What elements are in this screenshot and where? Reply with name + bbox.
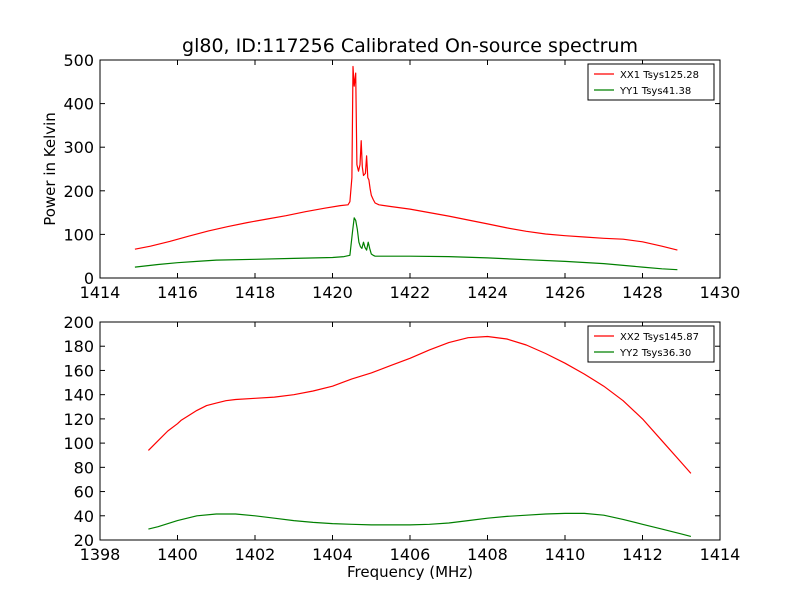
legend: XX1 Tsys125.28 YY1 Tsys41.38 (587, 63, 715, 101)
y-tick-label: 200 (63, 313, 94, 332)
x-tick-label: 1414 (700, 545, 741, 564)
bottom-chart: Frequency (MHz) 1398 1400 1402 1404 1406 1408… (63, 313, 740, 581)
x-tick-label: 1430 (700, 283, 741, 302)
y-tick-label: 20 (74, 531, 94, 550)
y-tick-label: 500 (63, 51, 94, 70)
x-tick-label: 1408 (467, 545, 508, 564)
x-tick-label: 1406 (390, 545, 431, 564)
x-tick-label: 1398 (80, 545, 121, 564)
plot-area: 1414 1416 1418 1420 1422 1424 1426 1428 1430 0 100… (63, 51, 740, 302)
legend-label-yy2: YY2 Tsys36.30 (619, 348, 691, 359)
y-tick-label: 100 (63, 225, 94, 244)
legend-label-yy1: YY1 Tsys41.38 (619, 86, 691, 97)
y-tick-label: 160 (63, 361, 94, 380)
series-line-xx1 (134, 65, 678, 251)
y-tick-label: 80 (74, 458, 94, 477)
y-tick-label: 180 (63, 337, 94, 356)
x-tick-label: 1416 (157, 283, 198, 302)
x-tick-label: 1400 (157, 545, 198, 564)
y-tick-label: 120 (63, 410, 94, 429)
x-axis-label: Frequency (MHz) (347, 563, 473, 581)
plot-area: 1398 1400 1402 1404 1406 1408 1410 1412 1414 20 40… (63, 313, 740, 564)
y-tick-label: 100 (63, 434, 94, 453)
y-tick-label: 40 (74, 507, 94, 526)
legend: XX2 Tsys145.87 YY2 Tsys36.30 (587, 325, 715, 363)
x-tick-label: 1426 (545, 283, 586, 302)
legend-label-xx2: XX2 Tsys145.87 (620, 332, 699, 343)
x-tick-label: 1428 (622, 283, 663, 302)
series-line-xx2 (147, 335, 692, 474)
legend-box (587, 325, 715, 363)
legend-box (587, 63, 715, 101)
x-tick-label: 1418 (235, 283, 276, 302)
x-tick-label: 1402 (235, 545, 276, 564)
x-tick-label: 1424 (467, 283, 508, 302)
y-tick-label: 0 (84, 269, 94, 288)
x-tick-label: 1420 (312, 283, 353, 302)
y-tick-label: 140 (63, 386, 94, 405)
y-axis-label: Power in Kelvin (41, 112, 59, 226)
y-tick-label: 200 (63, 182, 94, 201)
x-tick-label: 1422 (390, 283, 431, 302)
x-tick-label: 1404 (312, 545, 353, 564)
top-chart: gl80, ID:117256 Calibrated On-source spe… (41, 35, 740, 302)
x-tick-label: 1412 (622, 545, 663, 564)
x-tick-label: 1414 (80, 283, 121, 302)
y-tick-label: 300 (63, 138, 94, 157)
y-tick-label: 60 (74, 483, 94, 502)
legend-label-xx1: XX1 Tsys125.28 (620, 70, 699, 81)
series-line-yy1 (134, 217, 678, 271)
y-tick-label: 400 (63, 95, 94, 114)
x-tick-label: 1410 (545, 545, 586, 564)
chart-title: gl80, ID:117256 Calibrated On-source spe… (182, 35, 638, 57)
series-line-yy2 (148, 512, 692, 537)
